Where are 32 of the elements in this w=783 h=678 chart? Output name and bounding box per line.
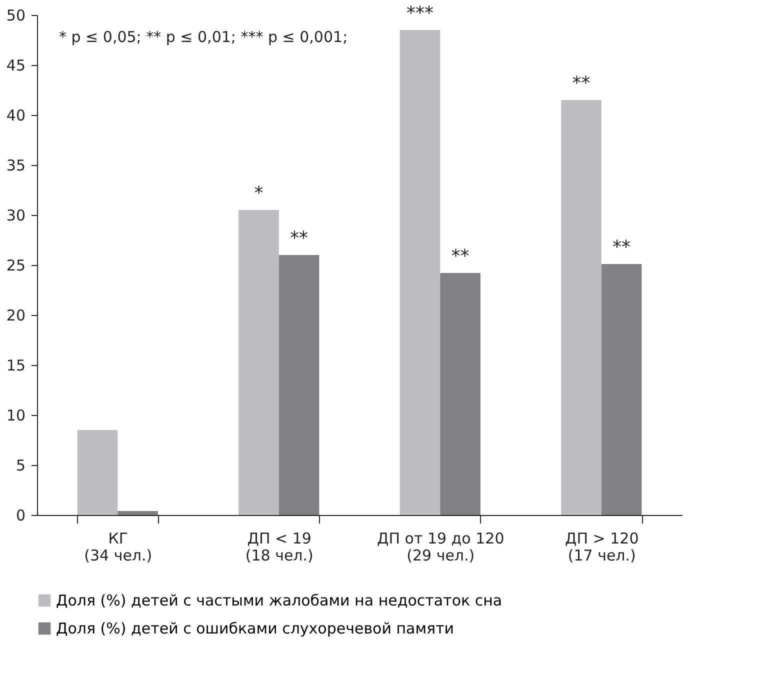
x-tick-label: ДП от 19 до 120 (29 чел.) <box>376 530 504 564</box>
annotation: ** <box>290 228 308 249</box>
annotation: ** <box>572 73 590 94</box>
y-tick-label: 0 <box>16 506 26 524</box>
x-tick-label: КГ (34 чел.) <box>84 530 152 564</box>
annotation: * p ≤ 0,05; ** p ≤ 0,01; *** p ≤ 0,001; <box>59 28 348 46</box>
y-tick-label: 40 <box>6 106 26 124</box>
bar <box>601 264 642 515</box>
annotation: ** <box>451 246 470 267</box>
y-tick-label: 35 <box>6 156 26 174</box>
bar <box>440 273 480 515</box>
annotation: ** <box>612 237 631 258</box>
y-tick-label: 20 <box>6 306 26 324</box>
y-tick-label: 10 <box>6 406 26 424</box>
bar <box>77 430 118 515</box>
annotation: *** <box>406 3 434 24</box>
bar <box>278 255 320 515</box>
bar <box>238 210 279 515</box>
bar <box>561 100 602 515</box>
y-tick-label: 25 <box>6 256 26 274</box>
x-tick-label: ДП > 120 (17 чел.) <box>565 530 639 564</box>
legend-label: Доля (%) детей с ошибками слухоречевой памяти <box>56 620 454 638</box>
annotation: * <box>254 183 264 204</box>
y-tick-label: 50 <box>6 6 26 24</box>
y-tick-label: 45 <box>6 56 26 74</box>
bar <box>118 511 158 515</box>
y-tick-label: 5 <box>16 456 26 474</box>
legend-label: Доля (%) детей с частыми жалобами на недостаток сна <box>56 592 502 610</box>
y-tick-label: 15 <box>6 356 26 374</box>
y-tick-label: 30 <box>6 206 26 224</box>
x-tick-label: ДП < 19 (18 чел.) <box>245 530 314 564</box>
bar <box>400 30 440 515</box>
